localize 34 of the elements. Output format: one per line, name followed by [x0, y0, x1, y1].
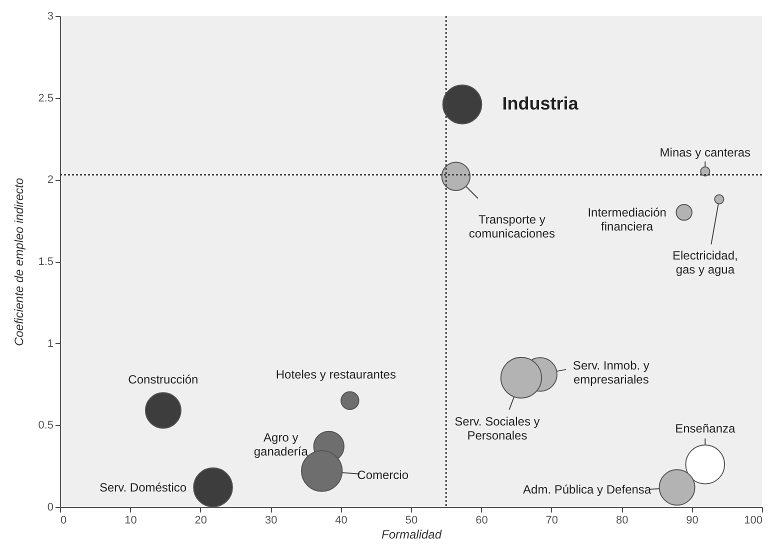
annotation: Comercio [357, 468, 409, 482]
annotation: Enseñanza [675, 421, 736, 436]
x-tick-label: 60 [476, 514, 488, 526]
annotation: Industria [502, 93, 580, 114]
x-axis-title: Formalidad [381, 528, 442, 542]
annotation: Electricidad, gas y agua [672, 248, 738, 276]
annotation: Adm. Pública y Defensa [523, 482, 652, 496]
x-tick-label: 70 [546, 514, 558, 526]
annotation: Transporte y comunicaciones [468, 212, 555, 240]
x-tick-label: 10 [124, 514, 137, 526]
annotation: Intermediación financiera [588, 205, 666, 234]
annotation: Hoteles y restaurantes [276, 368, 396, 382]
annotation: Serv. Doméstico [99, 480, 187, 494]
y-axis-title: Coeficiente de empleo indirecto [12, 178, 26, 346]
annotation: Serv. Inmob. y empresariales [572, 358, 650, 386]
annotation: Serv. Sociales y Personales [454, 414, 540, 443]
x-tick-label: 20 [194, 514, 208, 526]
x-tick-label: 90 [686, 514, 698, 526]
x-tick-label: 40 [335, 514, 348, 526]
annotation: Minas y canteras [660, 145, 750, 160]
x-tick-label: 0 [60, 514, 67, 526]
y-tick-label: 1 [47, 338, 54, 350]
y-tick-label: 2 [47, 174, 54, 186]
annotation: Agro y ganadería [254, 430, 308, 458]
y-tick-label: 2.5 [38, 92, 54, 104]
y-tick-label: 0.5 [38, 420, 54, 432]
y-tick-label: 1.5 [38, 256, 54, 268]
annotation: Construcción [128, 372, 198, 386]
x-tick-label: 80 [616, 514, 628, 526]
y-tick-label: 0 [47, 502, 54, 514]
x-tick-label: 50 [405, 514, 418, 526]
y-tick-label: 3 [47, 10, 54, 22]
x-tick-label: 100 [744, 514, 762, 526]
x-tick-label: 30 [264, 514, 278, 526]
